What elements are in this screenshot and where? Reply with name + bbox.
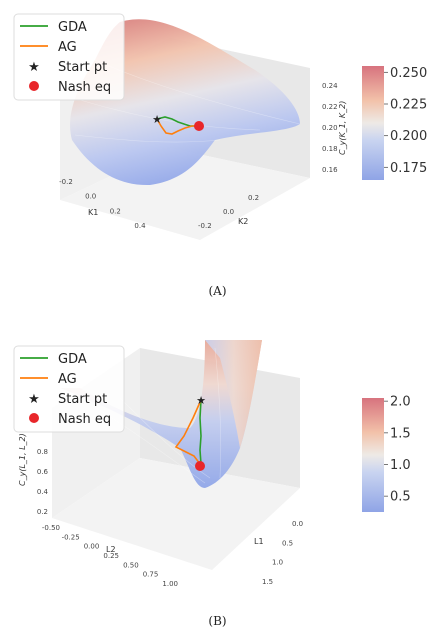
surface-chart-a: ★ -0.20.00.20.4 -0.20.00.2 0.160.180.200… [13,13,427,240]
x-tick-label: 1.5 [262,578,273,586]
y-tick-label: 0.75 [143,571,159,579]
colorbar [362,66,384,180]
x-tick-label: 0.4 [134,222,146,230]
x-tick-label: 0.0 [85,193,96,201]
legend-label: Nash eq [58,80,111,95]
legend-label: GDA [58,352,87,367]
chart-panel-a: ★ -0.2 0.0 0.2 0.4 -0.2 0.0 0.2 0.16 0.18 0.20 0… [13,13,427,298]
colorbar-tick-label: 1.5 [390,426,411,441]
y-tick-label: -0.2 [198,222,212,230]
y-tick-label: 0.2 [248,194,259,202]
legend-label: AG [58,40,77,55]
x-axis-label: L1 [254,537,264,546]
colorbar-tick-label: 0.175 [390,161,427,176]
nash-eq-marker [194,121,204,131]
ag-trajectory [174,399,202,465]
cost-surface [60,340,262,488]
legend: GDA AG ★ Start pt Nash eq [20,352,111,427]
z-tick-label: 0.18 [322,145,338,153]
x-tick-label: 0.0 [292,520,303,528]
z-axis-ticks: 0.16 0.18 0.20 0.22 0.24 [322,82,338,174]
y-tick-label: 1.00 [162,580,178,588]
ag-trajectory [156,118,196,135]
y-tick-label: 0.50 [123,561,139,569]
chart-panel-b: ★ 1.5 1.0 0.5 0.0 -0.50 -0.25 0.00 0.25 0.50 0.7… [0,318,435,636]
y-tick-label: 0.0 [223,208,234,216]
x-axis-ticks: -0.2 0.0 0.2 0.4 [59,178,146,230]
x-tick-label: 1.0 [272,559,283,567]
z-tick-label: 0.8 [37,448,48,456]
z-tick-label: 0.2 [37,508,48,516]
legend-label: Start pt [58,392,107,407]
x-tick-label: -0.2 [59,178,73,186]
legend-label: Start pt [58,60,107,75]
z-tick-label: 0.22 [322,103,338,111]
z-axis-label: C_y(L_1, L_2) [18,433,27,486]
y-tick-label: 0.25 [103,552,119,560]
caption-a: (A) [208,284,227,298]
floor-pane [52,458,300,570]
colorbar-tick-label: 1.0 [390,458,411,473]
colorbar-tick-label: 0.5 [390,490,411,505]
legend-label: AG [58,372,77,387]
y-tick-label: 0.00 [84,543,100,551]
colorbar-tick-label: 0.250 [390,66,427,81]
colorbar-tick-label: 2.0 [390,395,411,410]
start-point-marker: ★ [152,113,162,126]
y-axis-ticks: -0.2 0.0 0.2 [198,194,259,230]
legend-box [13,345,125,433]
legend-star-icon: ★ [28,60,40,75]
colorbar-ticks: 0.175 0.200 0.225 0.250 [384,66,427,176]
colorbar [362,398,384,512]
start-point-marker: ★ [196,394,206,407]
z-tick-label: 0.16 [322,166,338,174]
gda-trajectory [199,399,202,465]
y-tick-label: -0.50 [42,524,60,532]
legend-label: Nash eq [58,412,111,427]
x-axis-label: K1 [88,208,98,217]
y-axis-label: K2 [238,217,248,226]
caption-b: (B) [208,614,227,628]
z-tick-label: 0.6 [37,468,49,476]
nash-eq-marker [195,461,205,471]
cost-surface [70,19,300,186]
y-tick-label: -0.25 [62,533,80,541]
legend-circle-icon [29,81,39,91]
x-axis-ticks: 1.5 1.0 0.5 0.0 [262,520,303,586]
z-tick-label: 0.20 [322,124,338,132]
legend-star-icon: ★ [28,392,40,407]
x-tick-label: 0.5 [282,539,293,547]
legend-label: GDA [58,20,87,35]
colorbar-tick-label: 0.200 [390,129,427,144]
y-axis-label: L2 [106,545,116,554]
z-axis-label: C_y(K_1, K_2) [338,101,347,155]
colorbar-tick-label: 0.225 [390,98,427,113]
z-tick-label: 0.24 [322,82,338,90]
legend: GDA AG ★ Start pt Nash eq [20,20,111,95]
z-axis-ticks: 0.2 0.4 0.6 0.8 [37,448,49,516]
surface-right-wall [205,340,262,448]
z-tick-label: 0.4 [37,488,49,496]
surface-chart-b: ★ 1.5 1.0 0.5 0.0 -0.50-0.25 0.000.25 0.50 0.7… [13,340,411,588]
legend-box [13,13,125,101]
legend-circle-icon [29,413,39,423]
colorbar-ticks: 0.5 1.0 1.5 2.0 [384,395,411,505]
y-axis-ticks: -0.50-0.25 0.000.25 0.50 0.751.00 [42,524,178,588]
x-tick-label: 0.2 [110,207,121,215]
